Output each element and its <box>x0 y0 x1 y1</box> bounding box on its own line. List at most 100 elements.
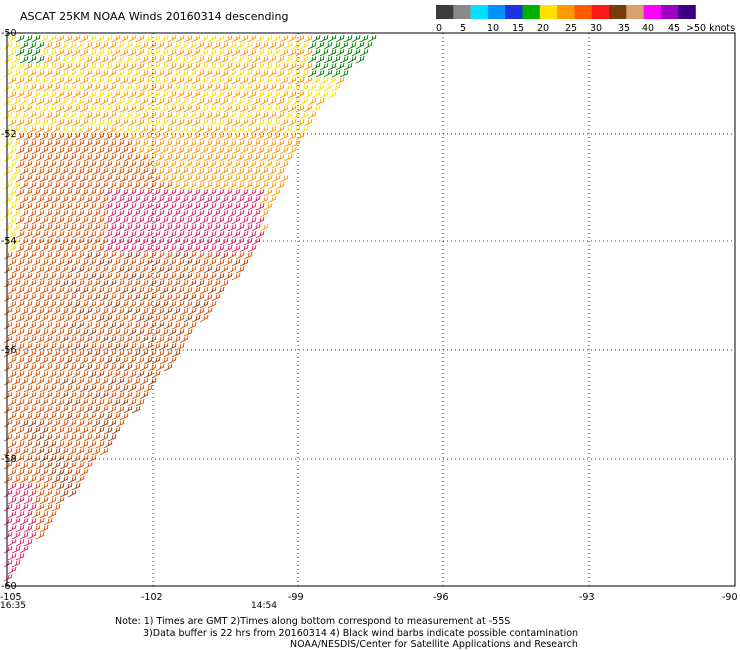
wind-barb <box>75 125 85 134</box>
wind-barb <box>79 174 89 183</box>
wind-barb <box>51 55 61 64</box>
wind-barb <box>39 118 49 127</box>
wind-barb <box>43 195 53 204</box>
wind-barb <box>11 391 21 400</box>
wind-barb <box>7 300 17 309</box>
wind-barb <box>59 195 69 204</box>
wind-barb <box>191 118 201 127</box>
wind-barb <box>51 139 61 148</box>
wind-barb <box>243 237 253 246</box>
wind-barb <box>39 104 49 113</box>
wind-barb <box>107 139 117 148</box>
wind-barb <box>215 160 225 169</box>
wind-barb <box>67 209 77 218</box>
wind-barb <box>55 34 65 43</box>
wind-barb <box>243 41 253 50</box>
wind-barb <box>283 55 293 64</box>
wind-barb <box>123 83 133 92</box>
wind-barb <box>67 195 77 204</box>
wind-barb <box>95 440 105 449</box>
wind-barb <box>219 223 229 232</box>
wind-barb <box>51 41 61 50</box>
wind-barb <box>219 167 229 176</box>
wind-barb <box>63 34 73 43</box>
wind-barb <box>115 419 125 428</box>
wind-barb <box>163 139 173 148</box>
wind-barb <box>27 83 37 92</box>
wind-barb <box>39 286 49 295</box>
wind-barb <box>231 34 241 43</box>
wind-barb <box>263 76 273 85</box>
wind-barb <box>131 181 141 190</box>
wind-barb <box>139 111 149 120</box>
wind-barb <box>51 251 61 260</box>
wind-barb <box>171 237 181 246</box>
wind-barb <box>271 90 281 99</box>
wind-barb <box>111 160 121 169</box>
wind-barb <box>103 216 113 225</box>
wind-barb <box>67 265 77 274</box>
wind-barb <box>187 83 197 92</box>
wind-barb <box>147 41 157 50</box>
wind-barb <box>143 300 153 309</box>
wind-barb <box>279 174 289 183</box>
wind-barb <box>83 433 93 442</box>
wind-barb <box>3 97 13 106</box>
wind-barb <box>83 349 93 358</box>
wind-barb <box>287 48 297 57</box>
wind-barb <box>79 328 89 337</box>
wind-barb <box>131 363 141 372</box>
wind-barb <box>223 76 233 85</box>
wind-barb <box>19 489 29 498</box>
wind-barb <box>75 265 85 274</box>
wind-barb <box>91 447 101 456</box>
wind-barb <box>11 349 21 358</box>
wind-barb <box>107 391 117 400</box>
wind-barb <box>135 76 145 85</box>
wind-barb <box>187 237 197 246</box>
wind-barb <box>87 356 97 365</box>
wind-barb <box>11 111 21 120</box>
wind-barb <box>291 97 301 106</box>
wind-barb <box>175 328 185 337</box>
wind-barb <box>131 125 141 134</box>
wind-barb <box>163 307 173 316</box>
wind-barb <box>191 300 201 309</box>
wind-barb <box>47 314 57 323</box>
wind-barb <box>99 293 109 302</box>
wind-barb <box>135 160 145 169</box>
latitude-label: -50 <box>1 28 17 39</box>
wind-barb <box>15 174 25 183</box>
wind-barb <box>123 293 133 302</box>
wind-barb <box>99 223 109 232</box>
wind-barb <box>3 503 13 512</box>
wind-barb <box>331 83 341 92</box>
wind-barb <box>151 314 161 323</box>
wind-barb <box>27 139 37 148</box>
wind-barb <box>155 153 165 162</box>
latitude-label: -58 <box>1 454 17 465</box>
wind-barb <box>191 230 201 239</box>
wind-barb <box>191 76 201 85</box>
wind-barb <box>215 62 225 71</box>
wind-barb <box>123 69 133 78</box>
wind-barb <box>43 237 53 246</box>
wind-barb <box>171 279 181 288</box>
wind-barb <box>195 265 205 274</box>
wind-barb <box>23 328 33 337</box>
wind-barb <box>59 419 69 428</box>
wind-barb <box>119 356 129 365</box>
wind-barb <box>47 328 57 337</box>
wind-barb <box>227 111 237 120</box>
wind-barb <box>131 55 141 64</box>
wind-barb <box>175 90 185 99</box>
wind-barb <box>171 41 181 50</box>
wind-barb <box>283 153 293 162</box>
wind-barb <box>343 48 353 57</box>
wind-barb <box>115 139 125 148</box>
wind-barb <box>227 195 237 204</box>
wind-barb <box>179 139 189 148</box>
wind-barb <box>27 293 37 302</box>
wind-barb <box>163 83 173 92</box>
wind-barb <box>155 223 165 232</box>
